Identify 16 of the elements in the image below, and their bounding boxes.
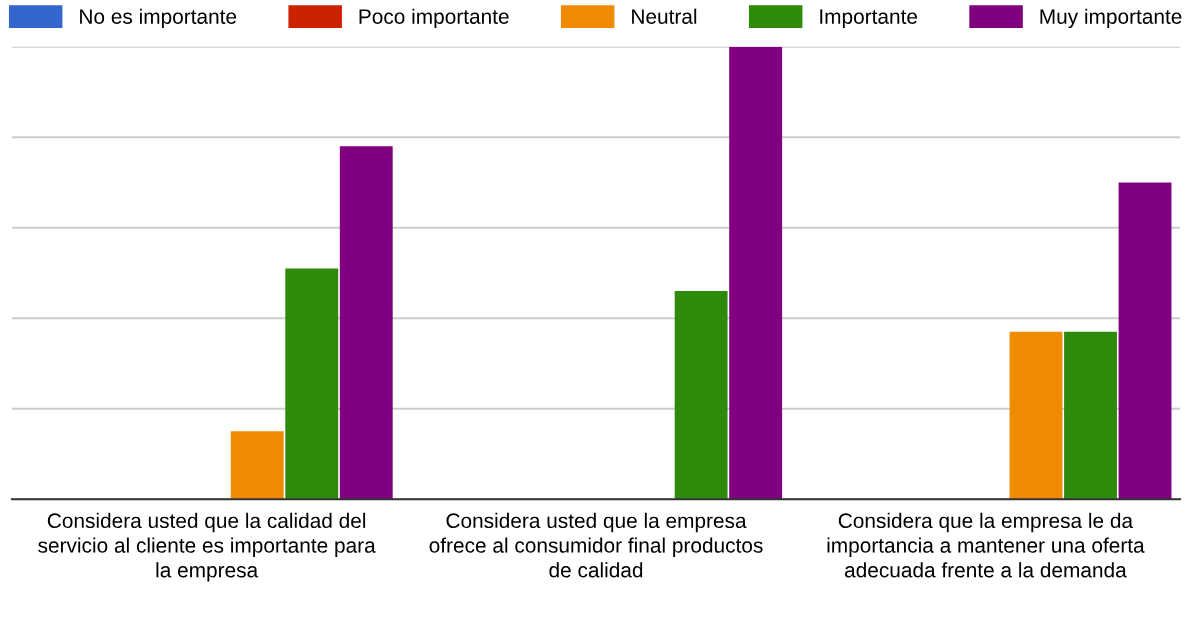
x-tick-label: Considera usted que la calidad del servicio al cliente es importante para la empresa — [38, 512, 376, 582]
bar — [674, 291, 728, 500]
legend-label: Neutral — [632, 8, 697, 24]
legend-label: Importante — [820, 9, 918, 29]
bar — [285, 268, 339, 500]
legend-label: Poco importante — [359, 8, 509, 29]
legend-label: No es importante — [80, 8, 237, 29]
x-tick-label: Considera usted que la empresa ofrece al consumidor final productos de calidad — [429, 512, 763, 578]
legend-label: Muy importante — [1040, 8, 1182, 29]
x-tick-label: Considera que la empresa le da importancia a mantener una oferta adecuada frente a la demanda — [827, 512, 1145, 578]
bar — [339, 146, 393, 500]
bar — [230, 431, 284, 500]
bar — [729, 46, 783, 500]
bar — [1118, 182, 1172, 500]
bar — [1009, 331, 1063, 500]
bar — [1064, 331, 1117, 500]
